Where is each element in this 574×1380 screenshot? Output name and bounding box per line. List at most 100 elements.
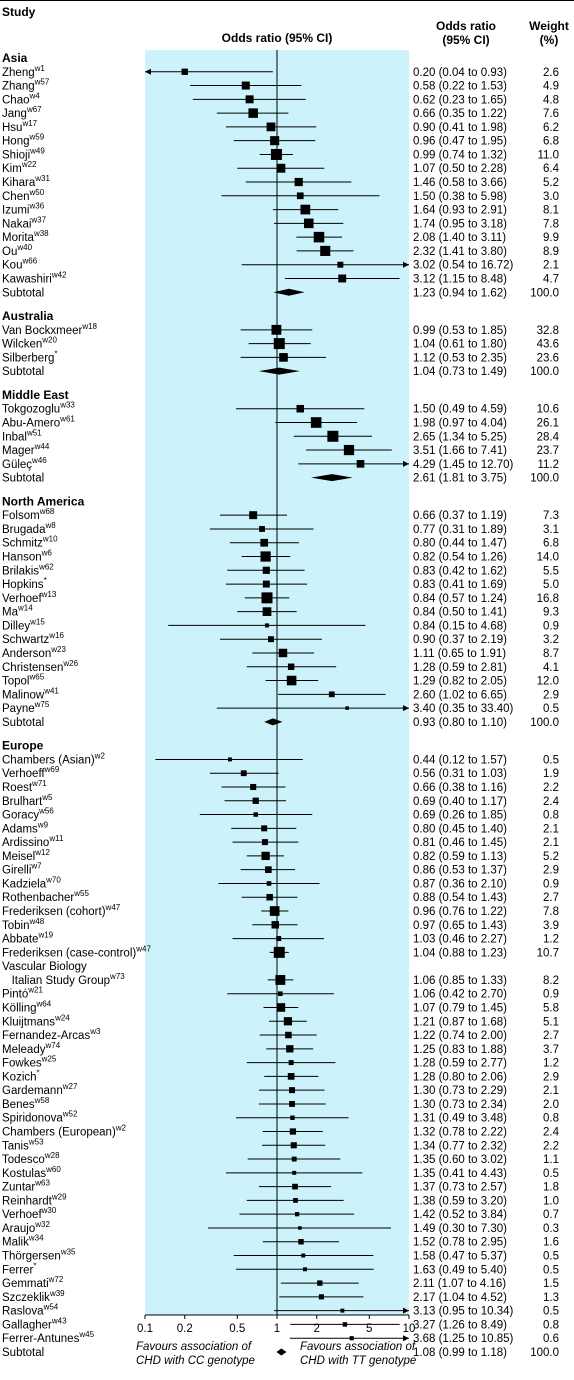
or-ci-value: 0.90 (0.37 to 2.19) <box>413 634 507 646</box>
weight-value: 5.5 <box>543 565 559 577</box>
study-label: Italian Study Groupw73 <box>2 972 125 987</box>
study-row: Kluijtmansw24 1.21 (0.87 to 1.68) 5.1 <box>2 1013 559 1028</box>
or-ci-value: 0.44 (0.12 to 1.57) <box>413 754 507 766</box>
study-label: Szczeklikw39 <box>2 1289 65 1304</box>
or-ci-value: 0.96 (0.76 to 1.22) <box>413 906 507 918</box>
or-ci-value: 0.66 (0.37 to 1.19) <box>413 510 507 522</box>
effect-marker <box>266 881 272 886</box>
study-label: Tanisw53 <box>2 1137 44 1152</box>
subtotal-row: Subtotal 1.08 (0.99 to 1.18) 100.0 <box>2 1347 559 1359</box>
or-ci-value: 1.52 (0.78 to 2.95) <box>413 1237 507 1249</box>
or-ci-value: 1.46 (0.58 to 3.66) <box>413 177 507 189</box>
study-label: Adamsw9 <box>2 820 49 835</box>
study-label: Roestw71 <box>2 779 47 794</box>
weight-value: 7.3 <box>543 510 559 522</box>
study-label: Folsomw68 <box>2 507 55 522</box>
study-label: Kawashiriw42 <box>2 270 67 285</box>
effect-marker <box>338 274 347 283</box>
weight-value: 0.5 <box>543 754 559 766</box>
effect-marker <box>227 757 232 762</box>
study-row: Paynew75 3.40 (0.35 to 33.40) 0.5 <box>2 700 559 715</box>
effect-marker <box>279 353 288 362</box>
weight-value: 9.9 <box>543 232 559 244</box>
study-row: Reinhardtw29 1.38 (0.59 to 3.20) 1.0 <box>2 1192 559 1207</box>
study-row: Szczeklikw39 2.17 (1.04 to 4.52) 1.3 <box>2 1289 559 1304</box>
weight-value: 8.9 <box>543 246 559 258</box>
study-row: Gemmatiw72 2.11 (1.07 to 4.16) 1.5 <box>2 1275 559 1290</box>
weight-value: 1.8 <box>543 1182 559 1194</box>
effect-marker <box>278 648 288 658</box>
weight-value: 2.1 <box>543 1085 559 1097</box>
study-label: Rothenbacherw55 <box>2 889 89 904</box>
weight-value: 1.1 <box>543 1154 559 1166</box>
study-label: Wilckenw20 <box>2 336 57 351</box>
or-ci-value: 0.82 (0.54 to 1.26) <box>413 552 507 564</box>
subtotal-or-ci: 0.93 (0.80 to 1.10) <box>413 717 507 729</box>
study-row: Chaow4 0.62 (0.23 to 1.65) 4.8 <box>2 91 559 106</box>
study-label: Zhangw57 <box>2 78 50 93</box>
study-label: Spiridonovaw52 <box>2 1110 78 1125</box>
effect-marker <box>250 783 257 791</box>
or-ci-value: 0.66 (0.38 to 1.16) <box>413 782 507 794</box>
effect-marker <box>276 1003 286 1012</box>
study-label: Moritaw38 <box>2 229 49 244</box>
effect-marker <box>301 1253 306 1258</box>
or-ci-value: 1.06 (0.42 to 2.70) <box>413 989 507 1001</box>
weight-value: 28.4 <box>537 431 560 443</box>
weight-value: 0.9 <box>543 878 559 890</box>
weight-value: 1.9 <box>543 768 559 780</box>
effect-marker <box>343 444 355 456</box>
or-ci-value: 0.96 (0.47 to 1.95) <box>413 136 507 148</box>
study-label: Hongw59 <box>2 133 45 148</box>
study-label: Girelliw7 <box>2 862 42 877</box>
study-row: Dilleyw15 0.84 (0.15 to 4.68) 0.9 <box>2 617 559 632</box>
or-ci-value: 0.84 (0.15 to 4.68) <box>413 620 507 632</box>
effect-marker <box>245 95 254 104</box>
study-row: Zuntarw63 1.37 (0.73 to 2.57) 1.8 <box>2 1179 559 1194</box>
subtotal-row: Subtotal 2.61 (1.81 to 3.75) 100.0 <box>2 473 559 485</box>
or-ci-value: 0.84 (0.50 to 1.41) <box>413 607 507 619</box>
or-ci-value: 2.60 (1.02 to 6.65) <box>413 689 507 701</box>
weight-value: 14.0 <box>537 552 559 564</box>
effect-marker <box>260 551 271 562</box>
study-row: Jangw67 0.66 (0.35 to 1.22) 7.6 <box>2 105 559 120</box>
effect-marker <box>260 538 269 547</box>
effect-marker <box>240 770 247 777</box>
weight-value: 5.8 <box>543 1002 559 1014</box>
or-ci-value: 0.83 (0.42 to 1.62) <box>413 565 507 577</box>
x-tick-label: 0.1 <box>137 1323 153 1335</box>
weight-value: 5.2 <box>543 177 559 189</box>
study-label: Todescow28 <box>2 1151 60 1166</box>
effect-marker <box>241 81 250 90</box>
or-ci-value: 0.99 (0.53 to 1.85) <box>413 325 507 337</box>
effect-marker <box>262 607 272 616</box>
study-label: Güleçw46 <box>2 456 47 471</box>
effect-marker <box>337 261 344 268</box>
study-row: Girelliw7 0.86 (0.53 to 1.37) 2.9 <box>2 862 559 877</box>
study-row: Meiselw12 0.82 (0.59 to 1.13) 5.2 <box>2 848 559 863</box>
subtotal-weight: 100.0 <box>530 366 559 378</box>
weight-value: 1.2 <box>543 1058 559 1070</box>
effect-marker <box>264 623 270 628</box>
weight-value: 0.3 <box>543 1223 559 1235</box>
or-ci-value: 1.31 (0.49 to 3.48) <box>413 1113 507 1125</box>
study-label: Fernandez-Arcasw3 <box>2 1027 101 1042</box>
or-ci-value: 1.35 (0.41 to 4.43) <box>413 1168 507 1180</box>
effect-marker <box>276 163 286 173</box>
effect-marker <box>262 580 270 588</box>
or-ci-value: 1.11 (0.65 to 1.91) <box>413 648 506 660</box>
effect-marker <box>303 1267 307 1272</box>
effect-marker <box>270 136 280 146</box>
or-ci-value: 3.02 (0.54 to 16.72) <box>413 260 514 272</box>
study-label: Chaow4 <box>2 91 40 106</box>
subtotal-row: Subtotal 1.04 (0.73 to 1.49) 100.0 <box>2 366 559 378</box>
study-row: Pintów21 1.06 (0.42 to 2.70) 0.9 <box>2 986 559 1001</box>
footer-right-line1: Favours association of <box>300 1341 417 1353</box>
study-row: Ardissinow11 0.81 (0.46 to 1.45) 2.1 <box>2 834 559 849</box>
effect-marker <box>265 866 272 874</box>
study-label: Chambers (Asian)w2 <box>2 751 105 766</box>
ci-arrow-right <box>403 705 409 712</box>
study-label: Zhengw1 <box>2 64 45 79</box>
